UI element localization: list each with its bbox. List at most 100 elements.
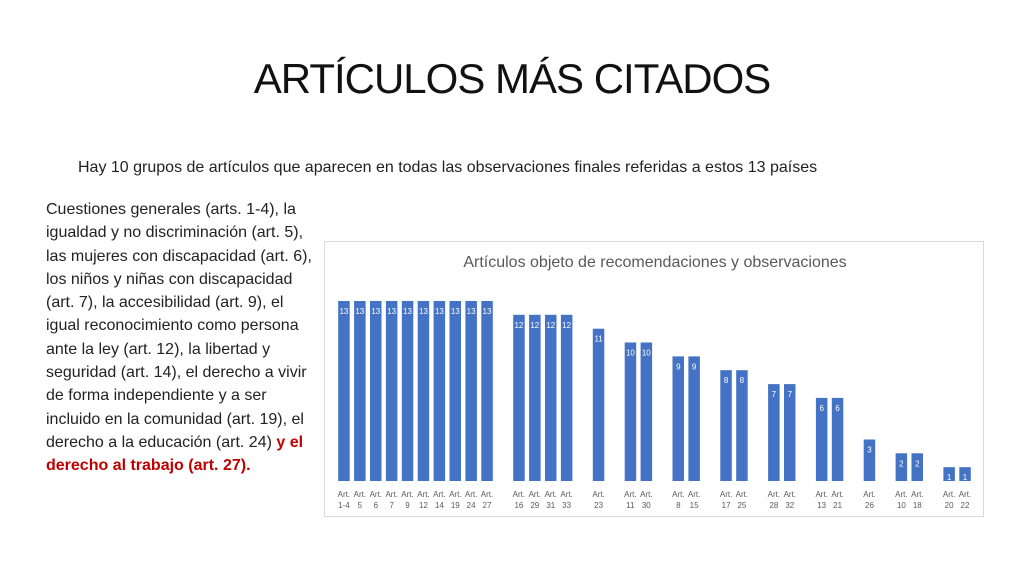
x-tick-label-number: 10: [897, 501, 906, 510]
x-tick-label-number: 23: [594, 501, 603, 510]
x-tick-label: Art.: [640, 490, 652, 499]
x-tick-label-number: 19: [451, 501, 460, 510]
data-label: 3: [867, 446, 872, 455]
data-label: 13: [451, 307, 460, 316]
data-label: 12: [562, 321, 571, 330]
x-tick-label: Art.: [784, 490, 796, 499]
bar: [592, 328, 605, 481]
bar: [338, 301, 350, 481]
bar: [736, 370, 748, 481]
x-tick-label: Art.: [863, 490, 875, 499]
x-tick-label-number: 32: [785, 501, 794, 510]
x-tick-label: Art.: [513, 490, 525, 499]
bar: [481, 301, 493, 481]
bar: [768, 384, 780, 481]
data-label: 13: [403, 307, 412, 316]
x-tick-label-number: 27: [483, 501, 492, 510]
x-tick-label: Art.: [560, 490, 572, 499]
data-label: 13: [339, 307, 348, 316]
x-tick-label-number: 16: [514, 501, 523, 510]
x-tick-label: Art.: [592, 490, 604, 499]
x-tick-label: Art.: [943, 490, 955, 499]
x-tick-label: Art.: [768, 490, 780, 499]
x-tick-label-number: 11: [626, 501, 635, 510]
data-label: 13: [355, 307, 364, 316]
side-description-text: Cuestiones generales (arts. 1-4), la igu…: [46, 201, 312, 451]
bar: [831, 397, 844, 481]
data-label: 12: [514, 321, 523, 330]
bar: [624, 342, 637, 481]
chart-frame: Artículos objeto de recomendaciones y ob…: [324, 241, 984, 517]
x-tick-label: Art.: [370, 490, 382, 499]
bar: [895, 453, 908, 481]
x-tick-label-number: 29: [530, 501, 539, 510]
x-tick-label: Art.: [815, 490, 827, 499]
x-tick-label: Art.: [672, 490, 684, 499]
data-label: 13: [467, 307, 476, 316]
data-label: 10: [626, 349, 635, 358]
x-tick-label-number: 9: [405, 501, 410, 510]
x-tick-label: Art.: [385, 490, 397, 499]
x-tick-label: Art.: [338, 490, 350, 499]
side-description-highlight: y el derecho al trabajo (art. 27).: [46, 433, 304, 475]
x-tick-label: Art.: [465, 490, 477, 499]
x-tick-label-number: 25: [737, 501, 746, 510]
x-tick-label-number: 15: [690, 501, 699, 510]
bar: [433, 301, 446, 481]
data-label: 8: [740, 376, 745, 385]
x-tick-label: Art.: [959, 490, 971, 499]
data-label: 1: [963, 473, 968, 482]
bar: [545, 314, 557, 481]
x-tick-label: Art.: [911, 490, 923, 499]
data-label: 10: [642, 349, 651, 358]
bar: [449, 301, 461, 481]
data-label: 11: [594, 335, 603, 344]
data-label: 13: [419, 307, 428, 316]
x-tick-label-number: 1-4: [338, 501, 350, 510]
data-label: 8: [724, 376, 729, 385]
x-tick-label: Art.: [736, 490, 748, 499]
bar: [560, 314, 573, 481]
x-tick-label-number: 17: [722, 501, 731, 510]
x-tick-label-number: 5: [358, 501, 363, 510]
data-label: 1: [947, 473, 952, 482]
x-tick-label-number: 28: [769, 501, 778, 510]
data-label: 13: [483, 307, 492, 316]
x-tick-label-number: 21: [833, 501, 842, 510]
x-tick-label-number: 26: [865, 501, 874, 510]
x-tick-label-number: 8: [676, 501, 681, 510]
x-tick-label-number: 12: [419, 501, 428, 510]
x-tick-label-number: 20: [945, 501, 954, 510]
data-label: 12: [546, 321, 555, 330]
x-tick-label: Art.: [417, 490, 429, 499]
x-tick-label-number: 31: [546, 501, 555, 510]
bar: [417, 301, 430, 481]
x-tick-label: Art.: [624, 490, 636, 499]
chart-title: Artículos objeto de recomendaciones y ob…: [463, 254, 847, 271]
data-label: 2: [899, 459, 904, 468]
x-tick-label-number: 24: [467, 501, 476, 510]
bar: [640, 342, 653, 481]
x-tick-label: Art.: [831, 490, 843, 499]
data-label: 13: [371, 307, 380, 316]
bar: [688, 356, 700, 481]
bar: [672, 356, 684, 481]
bar: [863, 439, 876, 481]
slide-title: ARTÍCULOS MÁS CITADOS: [253, 55, 772, 102]
bar: [529, 314, 541, 481]
x-tick-label: Art.: [354, 490, 366, 499]
x-tick-label-number: 6: [374, 501, 379, 510]
data-label: 12: [530, 321, 539, 330]
x-tick-label: Art.: [433, 490, 445, 499]
slide-subtitle: Hay 10 grupos de artículos que aparecen …: [78, 159, 818, 176]
bar: [815, 397, 828, 481]
data-label: 2: [915, 459, 920, 468]
x-tick-label: Art.: [481, 490, 493, 499]
data-label: 13: [435, 307, 444, 316]
x-tick-label-number: 18: [913, 501, 922, 510]
data-label: 9: [692, 362, 697, 371]
bar: [784, 384, 796, 481]
data-label: 7: [788, 390, 793, 399]
x-tick-label-number: 7: [389, 501, 394, 510]
x-tick-label-number: 13: [817, 501, 826, 510]
